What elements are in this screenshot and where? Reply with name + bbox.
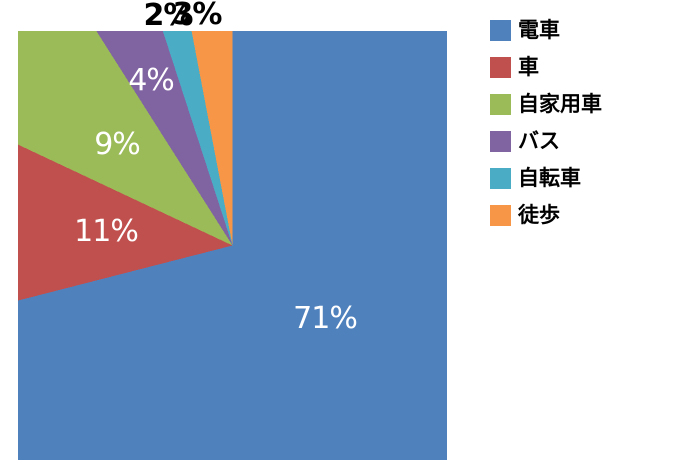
- legend-label-bus: バス: [518, 129, 560, 153]
- slice-label-train: 71%: [293, 301, 358, 336]
- legend-label-private-car: 自家用車: [518, 92, 602, 116]
- legend-swatch-bicycle: [490, 168, 511, 189]
- slice-label-car: 11%: [74, 214, 139, 249]
- legend-label-bicycle: 自転車: [518, 166, 581, 190]
- slice-label-walk: 3%: [172, 0, 223, 32]
- legend-swatch-car: [490, 57, 511, 78]
- slice-label-private-car: 9%: [94, 127, 141, 162]
- legend-swatch-train: [490, 20, 511, 41]
- legend-label-train: 電車: [518, 18, 560, 42]
- slice-label-bicycle: 2%: [143, 0, 194, 33]
- legend-label-car: 車: [518, 55, 539, 79]
- legend-item-train[interactable]: 電車: [490, 20, 602, 41]
- slice-label-bus: 4%: [128, 63, 175, 98]
- legend-swatch-private-car: [490, 94, 511, 115]
- legend-item-private-car[interactable]: 自家用車: [490, 94, 602, 115]
- legend-item-bus[interactable]: バス: [490, 131, 602, 152]
- legend-item-bicycle[interactable]: 自転車: [490, 168, 602, 189]
- legend-item-walk[interactable]: 徒歩: [490, 205, 602, 226]
- legend-label-walk: 徒歩: [518, 203, 560, 227]
- legend-swatch-walk: [490, 205, 511, 226]
- pie-plot-area[interactable]: [18, 31, 447, 460]
- legend-swatch-bus: [490, 131, 511, 152]
- chart-legend: 電車 車 自家用車 バス 自転車 徒歩: [490, 20, 602, 242]
- legend-item-car[interactable]: 車: [490, 57, 602, 78]
